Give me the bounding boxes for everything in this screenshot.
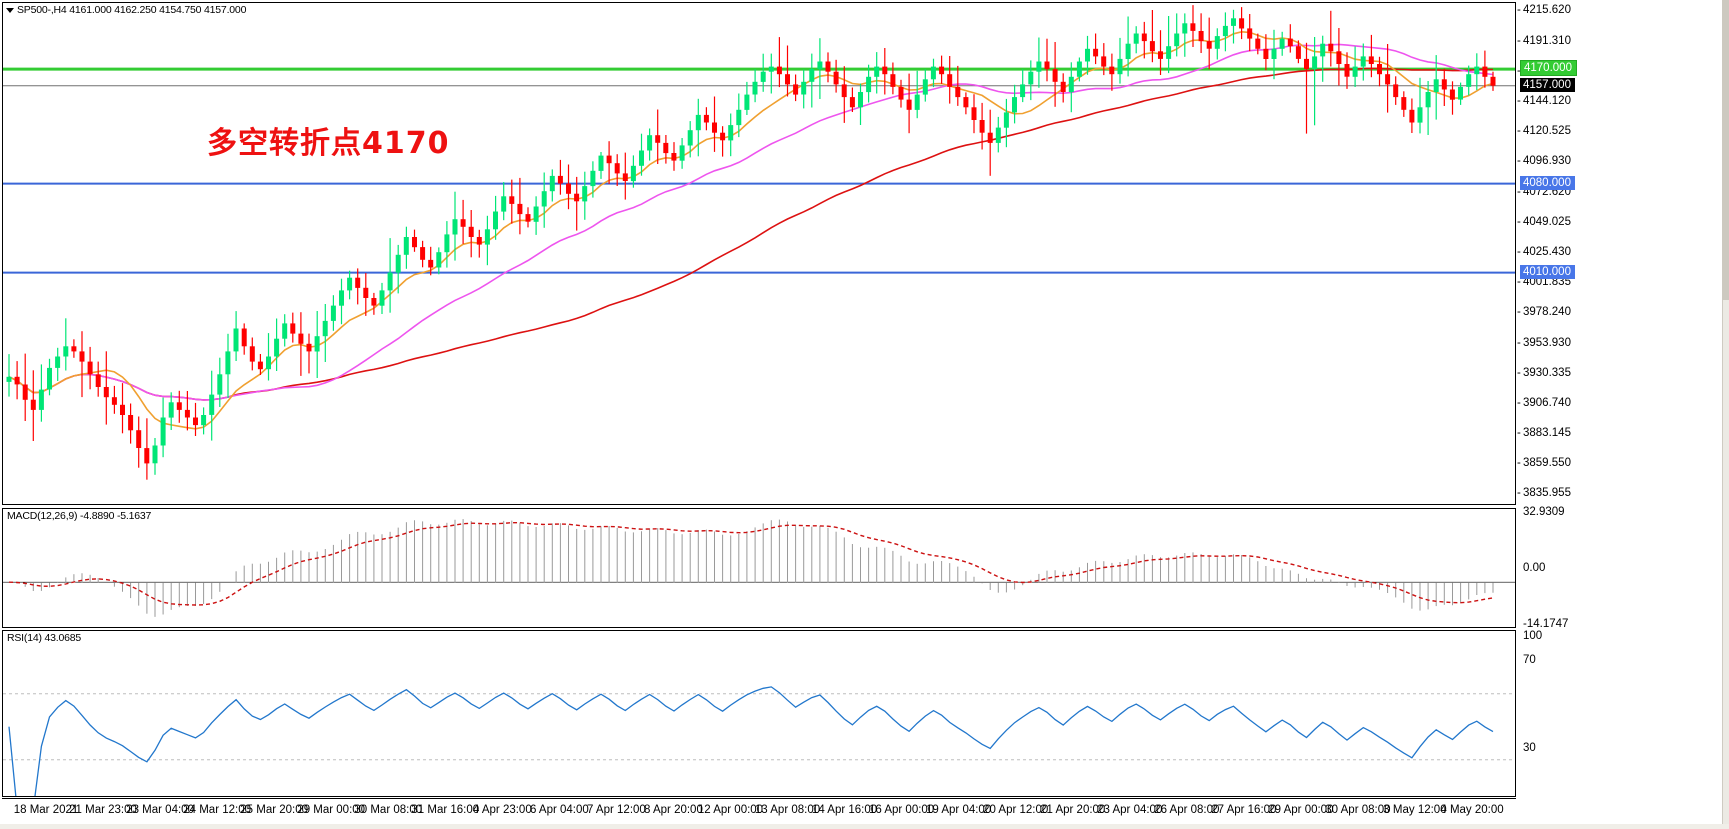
price-scale[interactable]: -4215.620-4191.310-4167.715-4144.120-412…: [1517, 2, 1722, 797]
price-tick: -3835.955: [1517, 486, 1571, 499]
time-axis-label: 27 Apr 16:00: [1211, 804, 1277, 816]
axis-line: [2, 798, 1516, 799]
price-tick: -4120.525: [1517, 125, 1571, 138]
price-tick: -3883.145: [1517, 426, 1571, 439]
triangle-down-icon[interactable]: [6, 8, 14, 13]
window-bottom-strip: [0, 824, 1729, 829]
macd-tick: 0.00: [1523, 562, 1546, 574]
time-axis-label: 24 Mar 12:00: [183, 804, 251, 816]
time-axis-label: 7 Apr 12:00: [586, 804, 646, 816]
scrollbar-thumb[interactable]: [1722, 0, 1729, 300]
rsi-label: RSI(14) 43.0685: [7, 632, 82, 644]
time-axis-label: 4 Apr 23:00: [472, 804, 532, 816]
price-tick: -3859.550: [1517, 456, 1571, 469]
time-axis-label: 23 Apr 04:00: [1097, 804, 1163, 816]
macd-label: MACD(12,26,9) -4.8890 -5.1637: [7, 510, 152, 522]
price-tag-4157-000[interactable]: 4157.000: [1520, 77, 1575, 92]
time-axis-label: 16 Apr 00:00: [868, 804, 935, 816]
symbol-header: SP500-,H4 4161.000 4162.250 4154.750 415…: [17, 4, 247, 16]
time-axis-label: 21 Mar 23:00: [69, 804, 137, 816]
time-axis-label: 8 Apr 20:00: [644, 804, 703, 816]
vertical-scrollbar[interactable]: [1722, 0, 1729, 829]
price-tick: -4215.620: [1517, 4, 1571, 17]
time-axis-label: 19 Apr 04:00: [926, 804, 992, 816]
time-axis-label: 4 May 20:00: [1440, 804, 1504, 816]
time-axis-label: 31 Mar 16:00: [411, 804, 480, 816]
chart-annotation-text: 多空转折点4170: [207, 126, 450, 161]
time-axis-label: 18 Mar 2021: [13, 804, 79, 816]
time-axis-label: 14 Apr 16:00: [811, 804, 878, 816]
rsi-tick: 70: [1523, 654, 1536, 666]
price-tag-4010-000[interactable]: 4010.000: [1520, 264, 1575, 279]
price-tick: -3906.740: [1517, 396, 1571, 409]
price-tag-4080-000[interactable]: 4080.000: [1520, 175, 1575, 190]
price-plot: [3, 5, 1515, 480]
price-tick: -3978.240: [1517, 305, 1571, 318]
price-tick: -4001.835: [1517, 275, 1571, 288]
rsi-tick: 100: [1523, 630, 1543, 642]
time-axis-label: 23 Mar 04:00: [126, 804, 194, 816]
price-tick: -3930.335: [1517, 366, 1571, 379]
time-axis-label: 20 Apr 12:00: [983, 804, 1049, 816]
price-tick: -4049.025: [1517, 215, 1571, 228]
rsi-plot: [3, 686, 1515, 796]
time-axis-label: 26 Apr 08:00: [1154, 804, 1220, 816]
macd-panel[interactable]: MACD(12,26,9) -4.8890 -5.1637: [2, 508, 1516, 628]
macd-tick: 32.9309: [1523, 506, 1565, 518]
time-axis-label: 12 Apr 00:00: [697, 804, 764, 816]
rsi-tick: 30: [1523, 742, 1536, 754]
macd-plot: [3, 519, 1515, 617]
time-axis-label: 21 Apr 20:00: [1040, 804, 1106, 816]
time-axis-label: 29 Apr 00:00: [1268, 804, 1334, 816]
price-tick: -4191.310: [1517, 35, 1571, 48]
time-axis-label: 29 Mar 00:00: [297, 804, 366, 816]
time-axis-label: 13 Apr 08:00: [754, 804, 821, 816]
price-tick: -3953.930: [1517, 336, 1571, 349]
time-axis[interactable]: 18 Mar 2021 21 Mar 23:00 23 Mar 04:00 24 Ma…: [2, 798, 1516, 824]
time-axis-label: 3 May 12:00: [1383, 804, 1447, 816]
price-chart-panel[interactable]: SP500-,H4 4161.000 4162.250 4154.750 415…: [2, 2, 1516, 505]
price-tick: -4144.120: [1517, 95, 1571, 108]
time-axis-label: 25 Mar 20:00: [240, 804, 309, 816]
price-tick: -4025.430: [1517, 245, 1571, 258]
macd-tick: -14.1747: [1523, 618, 1569, 630]
rsi-panel[interactable]: RSI(14) 43.0685: [2, 630, 1516, 797]
time-axis-label: 30 Apr 08:00: [1325, 804, 1391, 816]
time-axis-label: 30 Mar 08:00: [354, 804, 423, 816]
price-tick: -4096.930: [1517, 155, 1571, 168]
time-axis-label: 6 Apr 04:00: [529, 804, 589, 816]
price-tag-4170-000[interactable]: 4170.000: [1520, 60, 1577, 77]
